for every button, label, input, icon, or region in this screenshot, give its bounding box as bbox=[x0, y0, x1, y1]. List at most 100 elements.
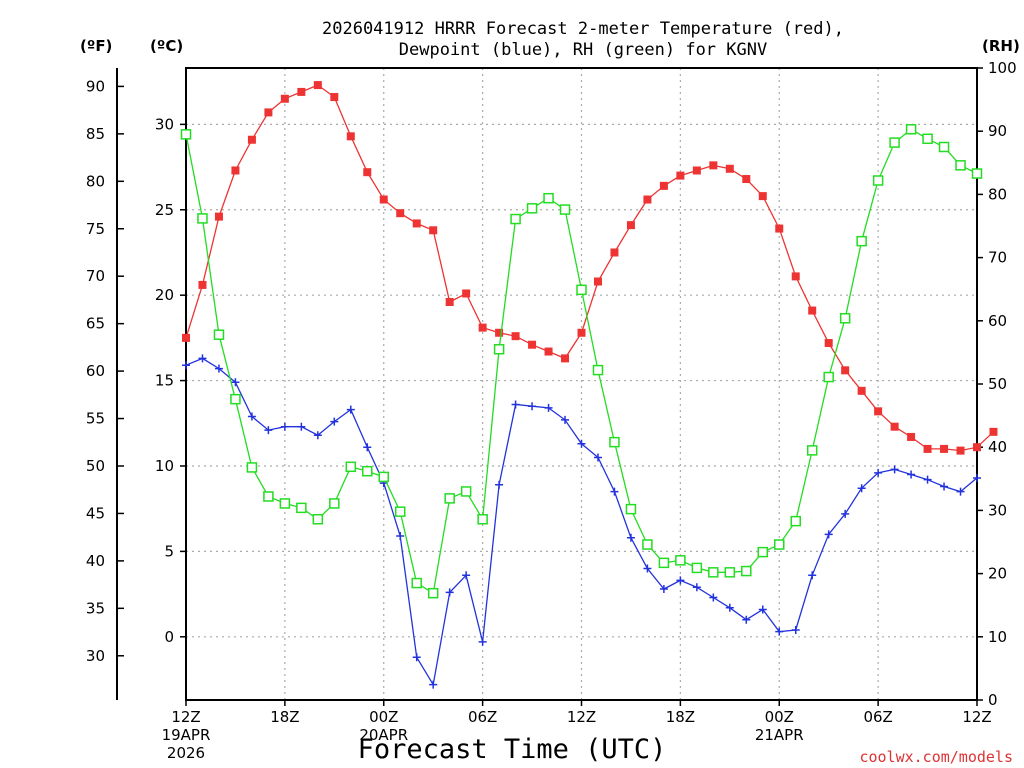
dewpoint-point bbox=[429, 680, 438, 689]
rh-point bbox=[559, 204, 571, 215]
dewpoint-point bbox=[280, 422, 289, 431]
dewpoint-point bbox=[445, 588, 454, 597]
rh-point bbox=[279, 498, 291, 509]
rh-point bbox=[708, 567, 719, 578]
rh-point bbox=[362, 465, 373, 477]
rh-point bbox=[296, 502, 307, 514]
rh-unit-label: (RH) bbox=[982, 37, 1020, 55]
dewpoint-point bbox=[725, 603, 734, 612]
dewpoint-point bbox=[692, 583, 701, 592]
2-meter-temperature-point bbox=[412, 219, 421, 228]
2-meter-temperature-point bbox=[495, 328, 504, 337]
rh-point bbox=[329, 498, 340, 509]
rh-tick-label: 90 bbox=[988, 122, 1007, 140]
rh-point bbox=[444, 493, 455, 504]
fahrenheit-tick-label: 80 bbox=[86, 172, 105, 190]
dewpoint-point bbox=[940, 482, 949, 491]
dewpoint-point bbox=[412, 653, 421, 662]
2-meter-temperature-point bbox=[363, 168, 372, 177]
axes bbox=[116, 67, 978, 701]
2-meter-temperature-point bbox=[808, 306, 817, 315]
x-tick-label: 12Z bbox=[962, 708, 991, 726]
rh-point bbox=[839, 313, 851, 324]
dewpoint-point bbox=[214, 364, 223, 373]
dewpoint-point bbox=[709, 593, 718, 602]
plot-frame bbox=[185, 67, 978, 701]
2-meter-temperature-point bbox=[890, 422, 899, 431]
dewpoint-point bbox=[577, 439, 586, 448]
rh-tick-label: 10 bbox=[988, 628, 1007, 646]
dewpoint-point bbox=[775, 627, 784, 636]
dewpoint-point bbox=[231, 378, 240, 387]
dewpoint-point bbox=[478, 637, 487, 646]
x-tick-label: 21APR bbox=[755, 726, 804, 744]
grid-lines bbox=[186, 68, 977, 700]
rh-point bbox=[691, 562, 703, 574]
rh-point bbox=[658, 557, 670, 569]
rh-tick-label: 30 bbox=[988, 501, 1007, 519]
rh-point bbox=[889, 137, 900, 148]
2-meter-temperature-point bbox=[198, 280, 207, 289]
fahrenheit-tick-label: 55 bbox=[86, 410, 105, 428]
dewpoint-line bbox=[185, 357, 978, 687]
rh-point bbox=[724, 567, 736, 578]
2-meter-temperature-point bbox=[841, 366, 850, 375]
rh-tick-label: 40 bbox=[988, 438, 1007, 456]
x-tick-label: 00Z bbox=[765, 708, 794, 726]
2-meter-temperature-point bbox=[874, 407, 883, 416]
x-tick-label: 12Z bbox=[567, 708, 596, 726]
2-meter-temperature-point bbox=[379, 195, 388, 204]
dewpoint-point bbox=[923, 475, 932, 484]
rh-point bbox=[576, 284, 587, 296]
2-meter-temperature-point bbox=[346, 132, 355, 141]
x-tick-label: 06Z bbox=[863, 708, 892, 726]
x-tick-label: 18Z bbox=[270, 708, 299, 726]
rh-tick-label: 0 bbox=[988, 691, 998, 709]
dewpoint-point bbox=[495, 480, 504, 489]
dewpoint-point bbox=[742, 615, 751, 624]
2-meter-temperature-point bbox=[973, 443, 981, 452]
dewpoint-point bbox=[758, 605, 767, 614]
2-meter-temperature-point bbox=[396, 209, 405, 218]
dewpoint-point bbox=[643, 564, 652, 573]
rh-point bbox=[460, 486, 472, 497]
2-meter-temperature-point bbox=[824, 339, 833, 348]
rh-point bbox=[675, 555, 686, 566]
rh-point bbox=[806, 445, 818, 456]
2-meter-temperature-point bbox=[561, 354, 570, 363]
x-axis-label: Forecast Time (UTC) bbox=[358, 734, 667, 765]
x-tick-label: 06Z bbox=[468, 708, 497, 726]
2-meter-temperature-point bbox=[445, 298, 454, 307]
dewpoint-point bbox=[511, 400, 520, 409]
fahrenheit-tick-label: 70 bbox=[86, 267, 105, 285]
fahrenheit-tick-label: 60 bbox=[86, 362, 105, 380]
dewpoint-point bbox=[363, 443, 372, 452]
dewpoint-point bbox=[808, 571, 817, 580]
2-meter-temperature-point bbox=[989, 427, 998, 436]
2-meter-temperature-point bbox=[742, 175, 751, 184]
2-meter-temperature-point bbox=[676, 171, 685, 180]
2-meter-temperature-point bbox=[528, 340, 537, 349]
rh-point bbox=[823, 371, 834, 383]
rh-point bbox=[642, 539, 653, 550]
dewpoint-point bbox=[857, 484, 866, 493]
dewpoint-point bbox=[973, 473, 981, 482]
2-meter-temperature-point bbox=[857, 386, 866, 395]
rh-point bbox=[263, 491, 274, 502]
rh-tick-label: 50 bbox=[988, 375, 1007, 393]
celsius-tick-label: 10 bbox=[155, 457, 174, 475]
rh-tick-label: 20 bbox=[988, 565, 1007, 583]
x-tick-label: 12Z bbox=[171, 708, 200, 726]
dewpoint-point bbox=[561, 415, 570, 424]
fahrenheit-tick-label: 90 bbox=[86, 77, 105, 95]
2-meter-temperature-point bbox=[758, 192, 767, 201]
2-meter-temperature-point bbox=[775, 224, 784, 233]
rh-point bbox=[790, 515, 801, 527]
dewpoint-point bbox=[396, 532, 405, 541]
dewpoint-point bbox=[659, 584, 668, 593]
chart-title-line-1: 2026041912 HRRR Forecast 2-meter Tempera… bbox=[322, 19, 844, 39]
fahrenheit-tick-label: 50 bbox=[86, 457, 105, 475]
2-meter-temperature-point bbox=[692, 166, 701, 175]
